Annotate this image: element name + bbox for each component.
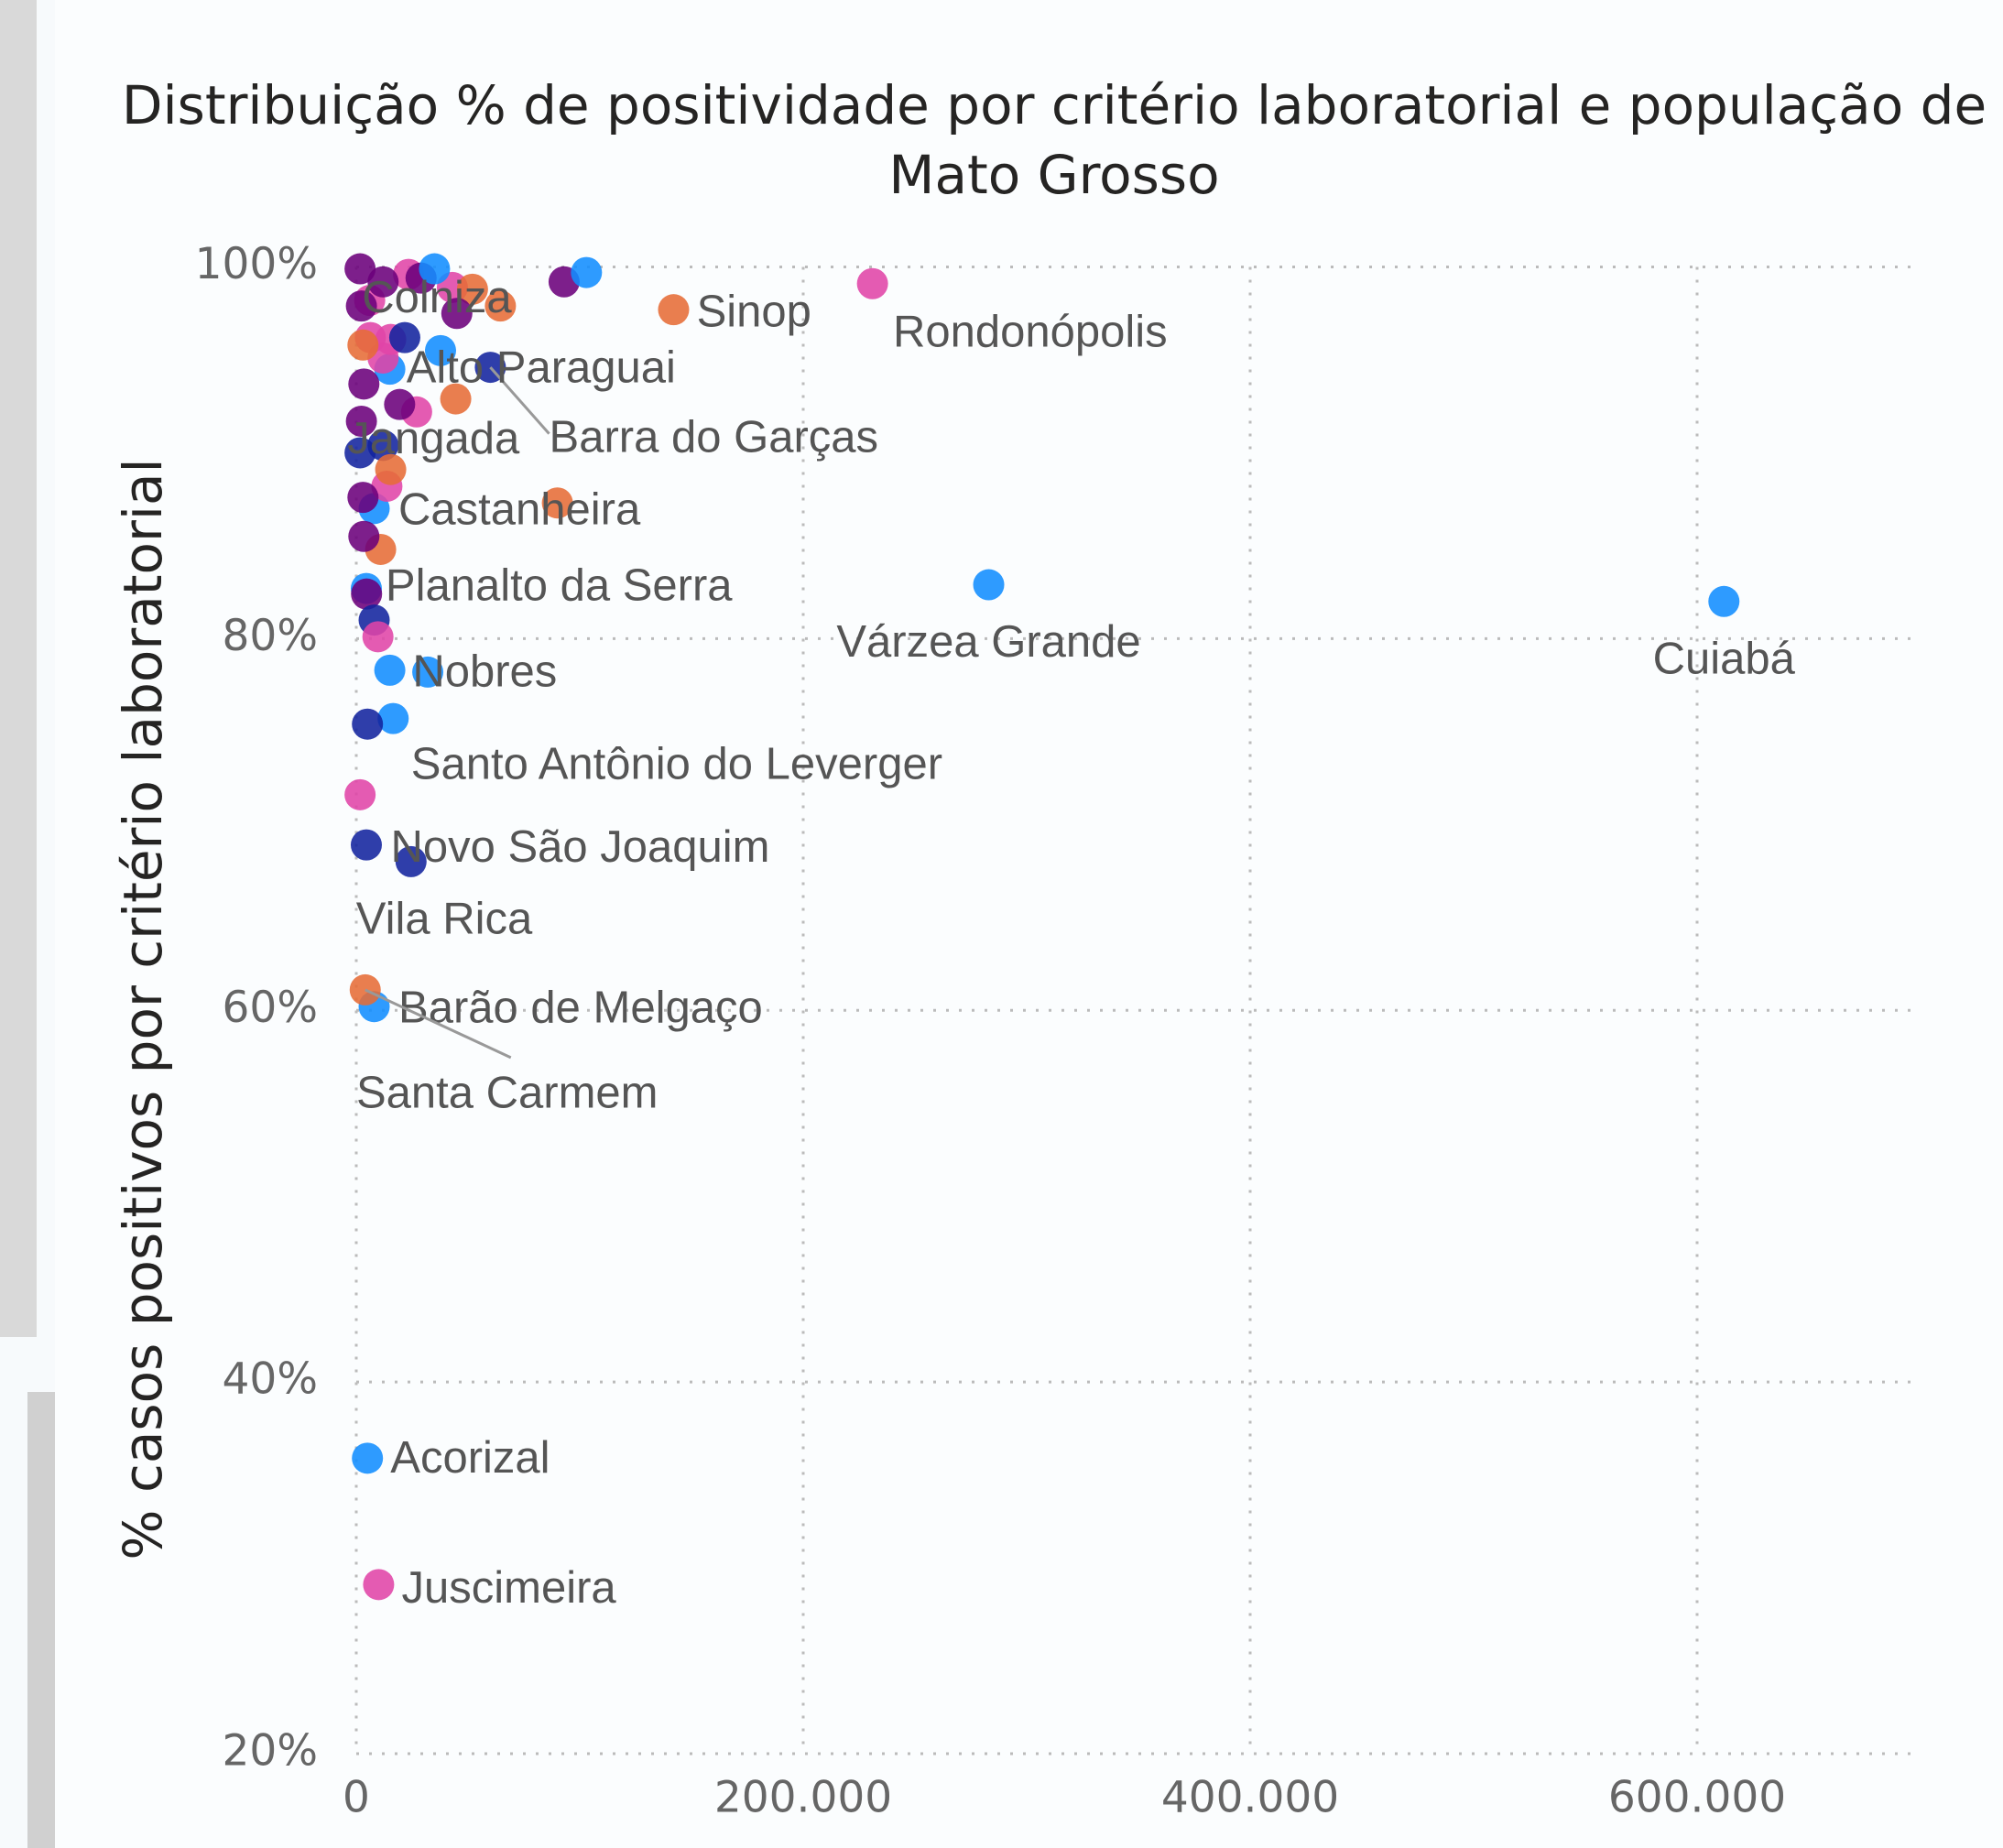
point xyxy=(375,453,407,485)
point xyxy=(440,383,472,415)
data-label: Novo São Joaquim xyxy=(390,822,769,872)
point xyxy=(348,368,380,400)
data-label: Cuiabá xyxy=(1653,634,1796,683)
point xyxy=(419,253,451,285)
point xyxy=(571,256,603,288)
data-label: Nobres xyxy=(412,647,557,697)
data-label: Vila Rica xyxy=(356,894,533,943)
data-label: Alto Paraguai xyxy=(407,342,676,392)
point xyxy=(395,845,427,877)
point xyxy=(441,298,473,330)
x-tick-label: 0 xyxy=(343,1773,370,1823)
y-tick-label: 80% xyxy=(223,611,318,661)
data-label: Sinop xyxy=(697,288,811,337)
x-tick-label: 200.000 xyxy=(714,1773,892,1823)
data-label: Jangada xyxy=(347,414,520,463)
point xyxy=(456,273,488,305)
data-label: Acorizal xyxy=(390,1433,550,1483)
x-tick-label: 400.000 xyxy=(1161,1773,1339,1823)
point xyxy=(344,778,376,810)
point xyxy=(377,702,409,734)
point xyxy=(388,321,420,353)
leader-line xyxy=(489,366,550,435)
point xyxy=(344,253,376,285)
data-label: Santo Antônio do Leverger xyxy=(411,740,942,789)
data-label: Planalto da Serra xyxy=(386,561,733,611)
grid: 20% 40% 60% 80% 100% 0 200.000 400.000 600.000 xyxy=(195,239,1921,1823)
leader-line xyxy=(365,988,512,1060)
point xyxy=(347,329,379,361)
point xyxy=(352,708,384,740)
point xyxy=(541,487,573,519)
data-label: Juscimeira xyxy=(402,1563,617,1613)
point xyxy=(344,437,376,469)
data-label: Várzea Grande xyxy=(836,617,1140,667)
data-label: Barra do Garças xyxy=(550,413,879,462)
point xyxy=(374,654,406,686)
point xyxy=(352,1442,384,1474)
data-label: Castanheira xyxy=(398,484,641,534)
data-label: Colniza xyxy=(362,273,512,322)
point xyxy=(347,482,379,514)
point xyxy=(363,1569,395,1601)
points xyxy=(344,253,1740,1601)
chart-title: Mato Grosso xyxy=(888,144,1219,206)
side-strip xyxy=(27,1392,55,1848)
point xyxy=(384,388,416,420)
chart-title: Distribuição % de positividade por crité… xyxy=(122,74,1987,136)
y-tick-label: 40% xyxy=(223,1354,318,1405)
point xyxy=(362,621,394,653)
data-labels: Cuiabá Várzea Grande Rondonópolis Sinop Barr… xyxy=(347,273,1795,1613)
point xyxy=(484,290,517,322)
y-tick-label: 20% xyxy=(223,1726,318,1777)
data-label: Santa Carmem xyxy=(356,1069,659,1118)
point xyxy=(424,334,456,366)
side-strip xyxy=(0,0,37,1337)
y-axis-label: % casos positivos por critério laborator… xyxy=(112,458,174,1560)
point xyxy=(412,656,444,688)
point xyxy=(856,267,888,299)
data-label: Barão de Melgaço xyxy=(398,983,763,1032)
y-tick-label: 60% xyxy=(223,983,318,1033)
data-label: Rondonópolis xyxy=(893,307,1168,356)
point xyxy=(348,520,380,552)
point xyxy=(658,294,690,326)
point xyxy=(1708,585,1740,617)
point xyxy=(350,829,382,861)
point xyxy=(345,405,377,437)
point xyxy=(367,266,399,298)
point xyxy=(345,290,377,322)
x-tick-label: 600.000 xyxy=(1608,1773,1786,1823)
y-tick-label: 100% xyxy=(195,239,318,289)
point xyxy=(973,569,1005,601)
point xyxy=(351,578,383,610)
